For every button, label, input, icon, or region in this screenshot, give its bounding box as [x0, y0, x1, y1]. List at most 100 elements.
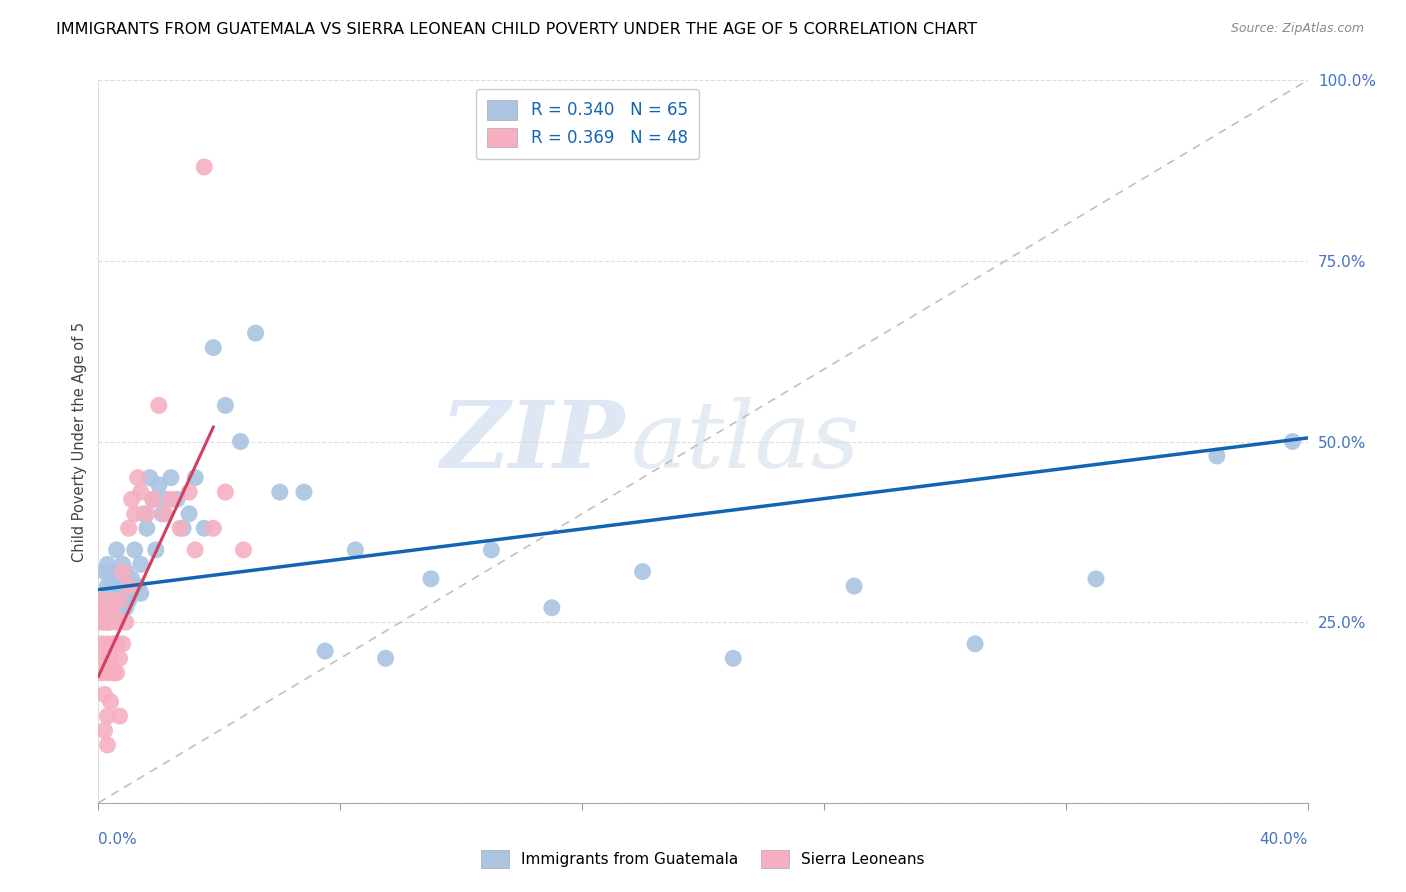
Point [214, 485, 236, 500]
Point [1085, 572, 1108, 586]
Point [108, 593, 131, 607]
Point [114, 600, 136, 615]
Point [214, 398, 236, 412]
Point [96, 637, 118, 651]
Point [179, 485, 201, 500]
Point [232, 542, 254, 557]
Point [118, 579, 141, 593]
Point [93, 615, 115, 630]
Point [100, 593, 122, 607]
Point [229, 434, 252, 449]
Point [96, 738, 118, 752]
Text: Source: ZipAtlas.com: Source: ZipAtlas.com [1230, 22, 1364, 36]
Point [118, 579, 141, 593]
Point [723, 651, 745, 665]
Point [103, 637, 125, 651]
Point [374, 651, 396, 665]
Point [1206, 449, 1229, 463]
Text: 40.0%: 40.0% [1260, 831, 1308, 847]
Point [90, 665, 112, 680]
Point [965, 637, 987, 651]
Point [245, 326, 267, 340]
Point [93, 565, 115, 579]
Point [1281, 434, 1303, 449]
Point [96, 579, 118, 593]
Point [114, 615, 136, 630]
Point [100, 615, 122, 630]
Point [184, 470, 207, 484]
Text: IMMIGRANTS FROM GUATEMALA VS SIERRA LEONEAN CHILD POVERTY UNDER THE AGE OF 5 COR: IMMIGRANTS FROM GUATEMALA VS SIERRA LEON… [56, 22, 977, 37]
Point [108, 572, 131, 586]
Point [96, 558, 118, 572]
Point [129, 586, 152, 600]
Point [103, 565, 125, 579]
Point [121, 586, 143, 600]
Point [108, 651, 131, 665]
Point [314, 644, 336, 658]
Point [93, 600, 115, 615]
Point [193, 521, 215, 535]
Point [118, 593, 141, 607]
Point [153, 492, 176, 507]
Point [114, 586, 136, 600]
Point [114, 565, 136, 579]
Text: atlas: atlas [630, 397, 860, 486]
Point [111, 637, 134, 651]
Point [103, 600, 125, 615]
Point [540, 600, 562, 615]
Point [111, 593, 134, 607]
Point [100, 695, 122, 709]
Point [202, 521, 225, 535]
Point [160, 470, 183, 484]
Point [90, 615, 112, 630]
Point [132, 507, 155, 521]
Point [90, 593, 112, 607]
Point [103, 607, 125, 622]
Point [100, 651, 122, 665]
Point [139, 470, 162, 484]
Point [148, 398, 170, 412]
Point [142, 492, 165, 507]
Point [202, 341, 225, 355]
Point [93, 687, 115, 701]
Legend: Immigrants from Guatemala, Sierra Leoneans: Immigrants from Guatemala, Sierra Leonea… [475, 844, 931, 873]
Point [111, 558, 134, 572]
Point [153, 507, 176, 521]
Point [93, 723, 115, 738]
Point [184, 542, 207, 557]
Point [105, 579, 128, 593]
Point [269, 485, 291, 500]
Point [135, 521, 157, 535]
Point [481, 542, 503, 557]
Point [108, 709, 131, 723]
Point [100, 572, 122, 586]
Point [96, 709, 118, 723]
Point [93, 651, 115, 665]
Point [129, 558, 152, 572]
Point [96, 665, 118, 680]
Point [124, 507, 146, 521]
Point [90, 593, 112, 607]
Point [160, 492, 183, 507]
Point [100, 607, 122, 622]
Y-axis label: Child Poverty Under the Age of 5: Child Poverty Under the Age of 5 [72, 321, 87, 562]
Point [172, 521, 194, 535]
Point [96, 615, 118, 630]
Point [105, 615, 128, 630]
Point [166, 492, 188, 507]
Point [844, 579, 866, 593]
Point [108, 586, 131, 600]
Point [93, 600, 115, 615]
Point [631, 565, 654, 579]
Point [179, 507, 201, 521]
Point [127, 470, 149, 484]
Point [105, 637, 128, 651]
Point [150, 507, 173, 521]
Point [127, 579, 149, 593]
Point [129, 485, 152, 500]
Point [292, 485, 315, 500]
Point [121, 492, 143, 507]
Legend: R = 0.340   N = 65, R = 0.369   N = 48: R = 0.340 N = 65, R = 0.369 N = 48 [475, 88, 699, 159]
Point [90, 637, 112, 651]
Point [121, 572, 143, 586]
